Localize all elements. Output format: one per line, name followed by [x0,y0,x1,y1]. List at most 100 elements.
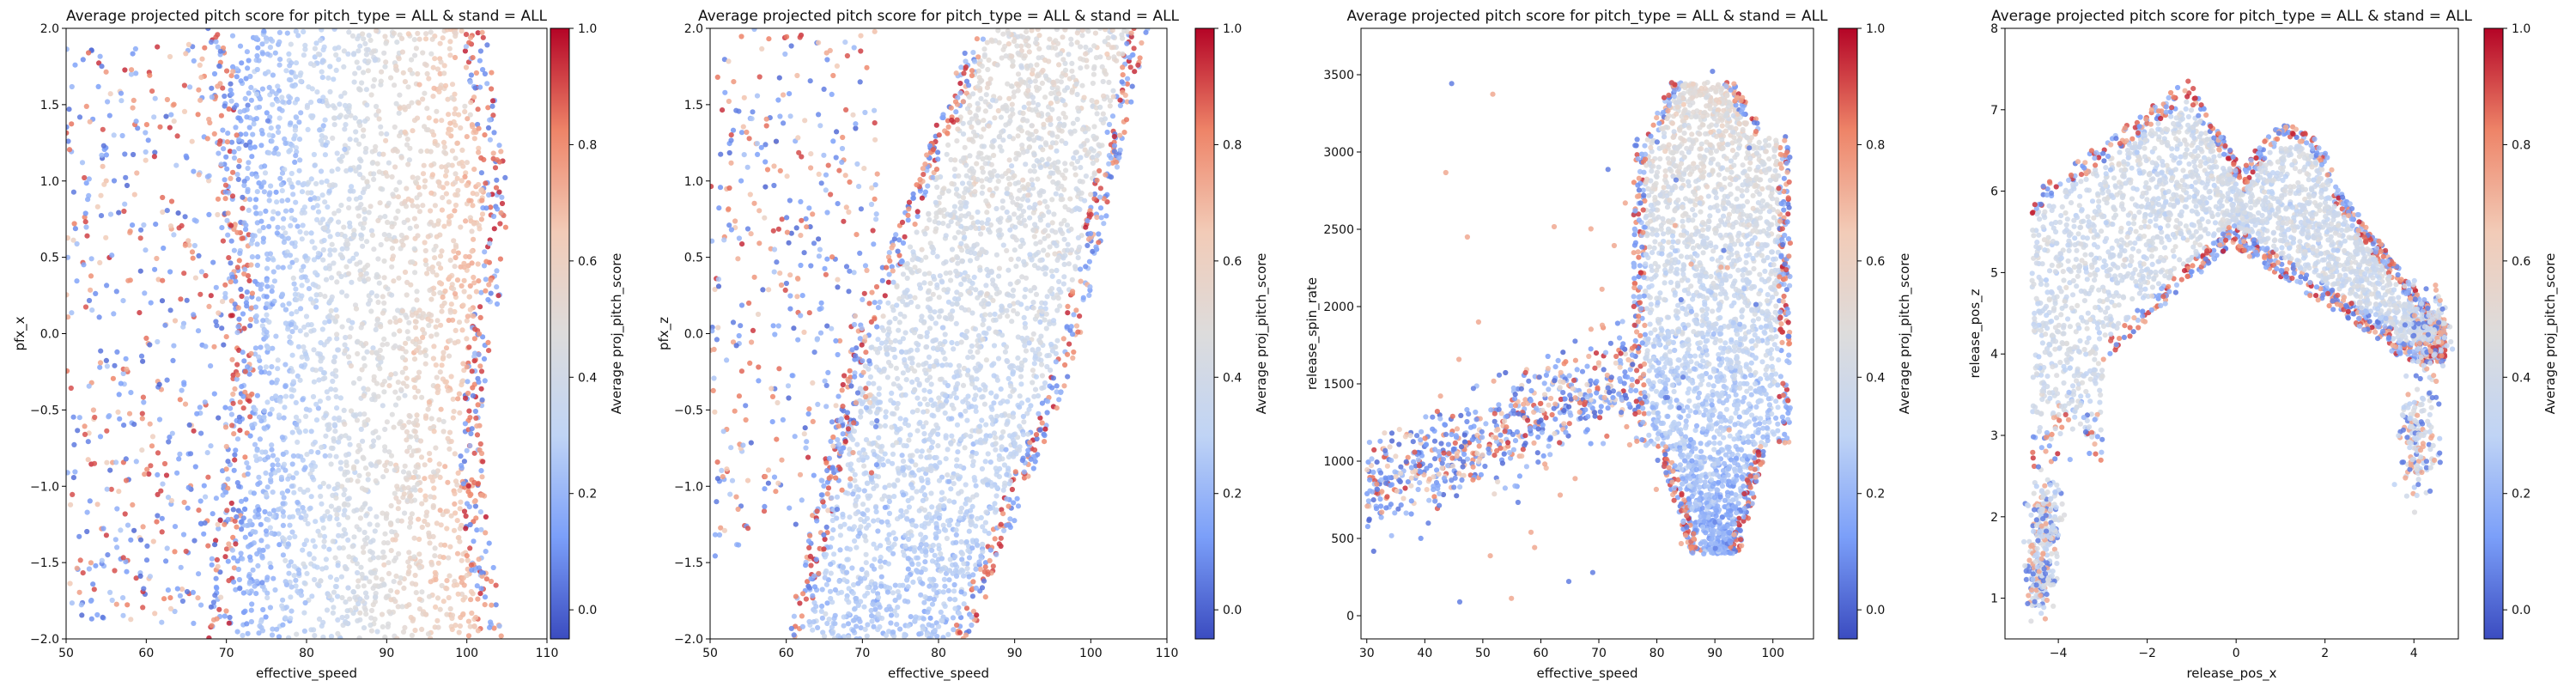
scatter-point [852,370,858,376]
scatter-point [373,429,379,435]
scatter-point [97,259,103,265]
scatter-point [101,181,107,187]
scatter-point [893,365,899,371]
scatter-point [1024,410,1030,416]
scatter-point [315,405,321,411]
scatter-point [215,44,221,50]
scatter-point [464,553,470,559]
scatter-point [280,501,286,507]
scatter-point [463,218,469,224]
scatter-point [360,243,366,249]
scatter-point [973,451,979,457]
scatter-point [69,121,75,127]
scatter-point [264,312,270,318]
scatter-point [189,249,196,255]
scatter-point [330,538,336,544]
scatter-point [409,498,415,504]
scatter-point [963,501,969,507]
scatter-point [296,570,302,576]
scatter-point [444,611,450,617]
scatter-point [289,311,295,317]
scatter-point [935,431,941,437]
scatter-point [240,590,246,596]
scatter-point [432,569,438,575]
scatter-point [246,160,252,166]
scatter-point [191,242,197,249]
scatter-point [357,515,363,521]
scatter-point [848,461,854,467]
scatter-point [451,286,457,292]
scatter-point [283,140,289,146]
scatter-point [222,196,228,202]
scatter-point [866,366,872,372]
scatter-point [406,444,413,451]
scatter-point [892,598,898,604]
scatter-point [385,219,391,225]
scatter-point [196,252,202,258]
scatter-point [945,587,951,594]
scatter-point [459,283,465,289]
scatter-point [339,289,345,295]
scatter-point [284,30,290,36]
scatter-point [317,483,323,490]
scatter-point [366,210,372,216]
scatter-point [312,195,318,201]
scatter-point [478,289,484,295]
scatter-point [882,293,888,299]
scatter-point [342,90,348,96]
scatter-point [97,434,104,440]
scatter-point [937,308,943,314]
scatter-point [148,300,154,306]
scatter-point [230,391,236,398]
scatter-point [1000,487,1006,493]
scatter-point [344,496,350,502]
scatter-point [408,493,414,499]
scatter-point [319,192,325,198]
scatter-point [361,605,368,611]
scatter-point [1091,71,1097,77]
scatter-point [164,545,170,551]
scatter-point [434,318,440,324]
scatter-point [318,366,324,373]
scatter-point [1004,471,1010,477]
scatter-point [296,137,303,143]
scatter-point [336,505,342,511]
scatter-point [70,414,76,420]
scatter-point [301,210,307,216]
scatter-point [282,136,288,142]
scatter-point [460,361,466,367]
scatter-point [381,275,387,281]
scatter-point [362,465,369,471]
scatter-point [426,115,432,121]
scatter-point [404,477,410,483]
scatter-point [339,532,345,539]
scatter-point [321,237,327,244]
scatter-point [467,112,473,118]
scatter-point [323,433,329,439]
scatter-point [260,584,266,590]
scatter-point [252,204,258,210]
scatter-point [933,454,939,461]
scatter-point [264,39,270,45]
scatter-point [301,610,307,616]
scatter-point [477,447,483,453]
scatter-point [819,587,825,593]
scatter-point [242,534,248,540]
scatter-point [419,524,425,531]
scatter-point [451,527,458,533]
scatter-point [240,632,246,639]
scatter-point [452,308,458,315]
scatter-point [1003,447,1009,453]
scatter-point [395,307,401,313]
scatter-point [231,431,237,437]
scatter-point [153,222,159,228]
scatter-point [412,487,418,493]
scatter-point [310,204,316,210]
scatter-point [231,467,237,473]
scatter-point [334,279,340,285]
scatter-point [358,202,364,208]
scatter-point [130,51,136,57]
scatter-point [197,291,204,297]
scatter-point [439,308,445,314]
scatter-point [244,621,250,627]
